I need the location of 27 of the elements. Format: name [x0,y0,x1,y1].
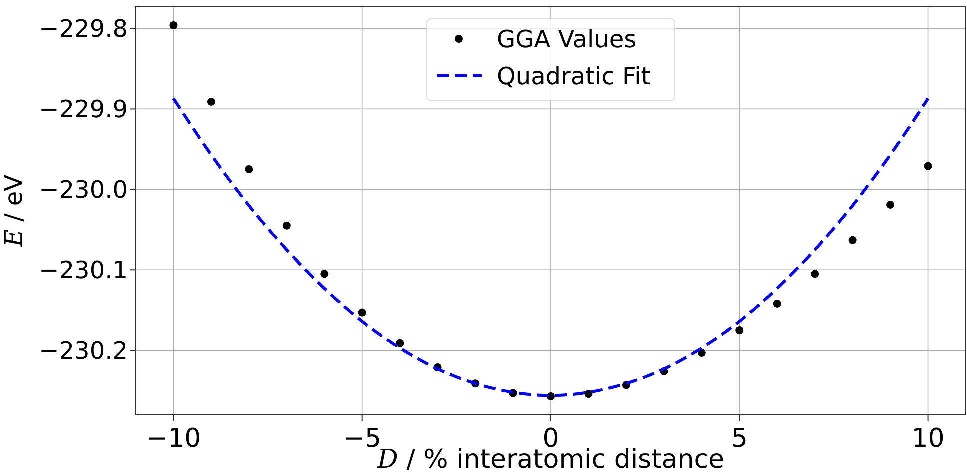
point [811,270,820,278]
x-tick-label: 0 [542,424,560,454]
y-tick-label: −230.2 [39,337,128,366]
y-tick-label: −229.8 [39,15,128,44]
legend-label: GGA Values [497,25,637,54]
x-tick-label: −10 [146,424,202,454]
point [358,308,366,317]
point [848,236,857,244]
point [736,326,744,335]
y-tick-label: −229.9 [39,96,128,124]
point [282,222,291,230]
point [886,200,895,209]
point [396,339,404,348]
x-tick-label: −5 [343,424,382,454]
point [320,270,329,278]
point [924,162,932,170]
y-tick-label: −230.1 [39,256,128,285]
point [245,166,254,174]
legend-label: Quadratic Fit [497,62,651,90]
x-tick-label: 10 [912,424,945,454]
point [584,390,593,398]
point [170,22,178,30]
y-tick-label: −230.0 [39,176,128,204]
point [773,300,782,308]
point [207,98,216,106]
y-axis-title: E / eV [0,174,28,248]
x-tick-label: 5 [731,424,748,454]
